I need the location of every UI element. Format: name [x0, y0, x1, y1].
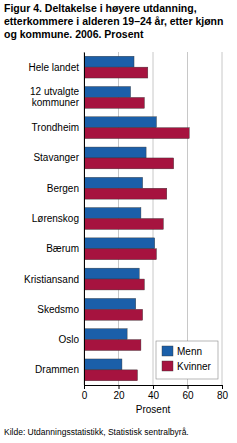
- category-label: Bergen: [47, 183, 79, 194]
- bars: [84, 56, 189, 381]
- tick: 0: [82, 385, 88, 401]
- tick-label: 60: [182, 390, 194, 401]
- tick-mark: [84, 385, 85, 389]
- category-label: Lørenskog: [32, 213, 79, 224]
- tick: Stavanger: [33, 152, 84, 163]
- category-label: Hele landet: [28, 62, 79, 73]
- bar: [84, 268, 139, 279]
- tick: Bergen: [47, 183, 84, 194]
- tick-label: 20: [113, 390, 125, 401]
- y-axis: Hele landet 12 utvalgtekommuner Trondheim S…: [24, 53, 85, 386]
- tick: Kristiansand: [24, 274, 84, 285]
- chart-container: Figur 4. Deltakelse i høyere utdanning,e…: [0, 0, 237, 443]
- legend-swatch: [162, 346, 173, 356]
- tick-mark: [222, 385, 223, 389]
- text-line: Bergen: [47, 183, 79, 194]
- category-label: 12 utvalgtekommuner: [30, 86, 80, 108]
- text-line: Skedsmo: [37, 304, 79, 315]
- text-line: Oslo: [58, 334, 79, 345]
- bar: [84, 208, 141, 219]
- tick-label: 80: [217, 390, 229, 401]
- text-line: Lørenskog: [32, 213, 79, 224]
- bar: [84, 158, 174, 169]
- tick-label: 40: [148, 390, 160, 401]
- tick: 20: [113, 385, 125, 401]
- text-line: Hele landet: [28, 62, 79, 73]
- category-label: Stavanger: [33, 152, 79, 163]
- legend: Menn Kvinner: [156, 341, 218, 379]
- category-label: Skedsmo: [37, 304, 79, 315]
- text-line: etterkommere i alderen 19–24 år, etter k…: [4, 15, 223, 27]
- bar: [84, 87, 131, 98]
- tick: 12 utvalgtekommuner: [30, 86, 84, 108]
- legend-label: Kvinner: [177, 361, 212, 372]
- text-line: Figur 4. Deltakelse i høyere utdanning,: [4, 2, 197, 14]
- bar: [84, 340, 141, 351]
- text-line: Drammen: [35, 364, 79, 375]
- legend-box: [156, 341, 218, 379]
- tick: Hele landet: [28, 62, 84, 73]
- text-line: Bærum: [46, 243, 79, 254]
- bar: [84, 117, 156, 128]
- tick: 60: [182, 385, 194, 401]
- tick: Bærum: [46, 243, 84, 254]
- bar: [84, 128, 189, 139]
- tick-mark: [153, 385, 154, 389]
- tick: Trondheim: [32, 122, 84, 133]
- grid-line: [222, 52, 223, 385]
- x-axis-title: Prosent: [136, 404, 171, 415]
- tick: 40: [148, 385, 160, 401]
- text-line: 12 utvalgte: [30, 86, 79, 97]
- tick: Oslo: [58, 334, 84, 345]
- bar: [84, 177, 143, 188]
- tick: Skedsmo: [37, 304, 84, 315]
- category-label: Bærum: [46, 243, 79, 254]
- grid: [84, 52, 222, 385]
- tick-label: 0: [82, 390, 88, 401]
- bar: [84, 249, 156, 260]
- tick: 80: [217, 385, 229, 401]
- bar: [84, 56, 134, 67]
- tick-mark: [188, 385, 189, 389]
- bar: [84, 359, 122, 370]
- tick-mark: [119, 385, 120, 389]
- bar: [84, 219, 163, 230]
- bar: [84, 188, 167, 199]
- category-label: Drammen: [35, 364, 79, 375]
- text-line: Kristiansand: [24, 274, 79, 285]
- tick: Drammen: [35, 364, 84, 375]
- bar: [84, 309, 143, 320]
- bar: [84, 238, 155, 249]
- category-label: Trondheim: [32, 122, 79, 133]
- category-label: Kristiansand: [24, 274, 79, 285]
- title: Figur 4. Deltakelse i høyere utdanning,e…: [4, 2, 223, 40]
- text-line: Trondheim: [32, 122, 79, 133]
- bar: [84, 67, 148, 78]
- bar: [84, 279, 144, 290]
- axis-line: [85, 386, 223, 390]
- text-line: Stavanger: [33, 152, 79, 163]
- bar: [84, 370, 137, 381]
- legend-swatch: [162, 361, 173, 371]
- bar: [84, 147, 146, 158]
- axis-line: [84, 53, 85, 386]
- text-line: kommuner: [32, 97, 80, 108]
- chart-svg: Figur 4. Deltakelse i høyere utdanning,e…: [0, 0, 237, 443]
- x-axis: 0 20 40 60 80: [82, 385, 229, 401]
- legend-label: Menn: [177, 346, 202, 357]
- text-line: og kommune. 2006. Prosent: [4, 28, 144, 40]
- bar: [84, 97, 144, 108]
- bar: [84, 329, 127, 340]
- bar: [84, 298, 136, 309]
- grid-line: [84, 52, 85, 385]
- source: Kilde: Utdanningsstatistikk, Statistisk …: [4, 427, 189, 437]
- category-label: Oslo: [58, 334, 79, 345]
- grid-line: [187, 52, 188, 385]
- tick: Lørenskog: [32, 213, 84, 224]
